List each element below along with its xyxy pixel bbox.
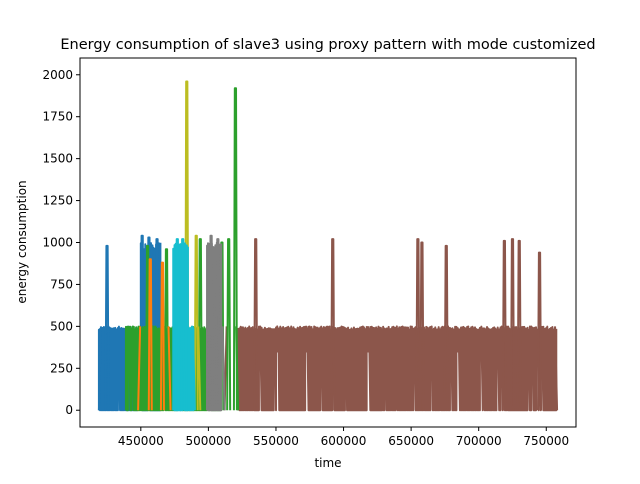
series-0-peak-0	[104, 244, 110, 411]
series-layer	[97, 80, 559, 412]
series-5	[206, 234, 226, 412]
series-2-peak-1	[163, 248, 169, 411]
chart-title: Energy consumption of slave3 using proxy…	[60, 37, 595, 53]
series-1-peak-6	[509, 238, 515, 411]
x-axis-ticks: 450000 500000 550000 600000 650000 700000 7500…	[118, 427, 569, 448]
series-3-peak-1	[193, 234, 199, 411]
y-tick-label: 2000	[42, 68, 73, 82]
x-tick-label: 700000	[456, 434, 502, 448]
series-6-peak-0	[147, 258, 153, 411]
y-tick-label: 750	[50, 277, 73, 291]
y-tick-label: 0	[65, 403, 73, 417]
series-2-peak-4	[226, 238, 232, 411]
series-4-edges	[172, 326, 196, 411]
series-5-peak-0	[208, 234, 214, 411]
series-1-peak-8	[537, 251, 543, 411]
series-1-peak-0	[253, 238, 259, 411]
x-tick-label: 650000	[388, 434, 434, 448]
series-1-peak-5	[501, 239, 507, 411]
series-2-peak-5	[232, 87, 238, 411]
y-tick-label: 250	[50, 361, 73, 375]
x-tick-label: 550000	[253, 434, 299, 448]
x-tick-label: 750000	[523, 434, 569, 448]
x-tick-label: 500000	[185, 434, 231, 448]
y-tick-label: 500	[50, 319, 73, 333]
series-2-peak-2	[197, 238, 203, 411]
series-6-edges	[137, 326, 172, 411]
series-0-peak-1	[139, 234, 145, 411]
series-4-band-1	[187, 325, 195, 412]
x-tick-label: 450000	[118, 434, 164, 448]
x-tick-label: 600000	[321, 434, 367, 448]
y-tick-label: 1750	[42, 110, 73, 124]
series-5-edges	[206, 326, 226, 411]
series-4-peak-0	[174, 238, 180, 411]
y-tick-label: 1500	[42, 152, 73, 166]
series-5-peak-1	[215, 238, 221, 411]
series-4	[172, 238, 196, 412]
series-1-peak-3	[419, 241, 425, 411]
series-1-peak-4	[443, 244, 449, 411]
y-tick-label: 1000	[42, 236, 73, 250]
series-1-peak-2	[415, 238, 421, 411]
series-1	[223, 238, 559, 412]
y-tick-label: 1250	[42, 194, 73, 208]
y-axis-ticks: 0 250 500 750 1000 1250 1500 1750 2000	[42, 68, 80, 417]
x-axis-label: time	[314, 456, 341, 470]
series-1-peak-7	[516, 239, 522, 411]
series-1-peak-1	[330, 238, 336, 411]
series-6	[137, 258, 172, 411]
series-6-peak-1	[159, 261, 165, 411]
series-1-band-0	[237, 325, 558, 412]
series-0-peak-3	[154, 238, 160, 411]
series-4-peak-1	[180, 238, 186, 411]
y-axis-label: energy consumption	[15, 180, 29, 303]
